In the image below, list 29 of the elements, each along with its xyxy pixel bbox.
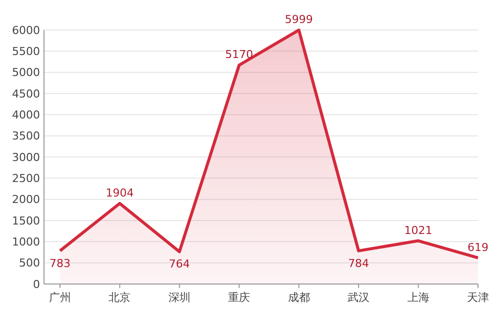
x-tick-label: 深圳 xyxy=(168,291,190,304)
data-label: 1904 xyxy=(106,186,134,200)
data-label: 619 xyxy=(468,240,488,254)
data-label: 764 xyxy=(168,258,190,271)
x-tick-label: 上海 xyxy=(407,291,430,304)
x-tick-label: 北京 xyxy=(108,291,131,304)
y-tick-label: 3000 xyxy=(12,150,40,164)
x-tick-label: 重庆 xyxy=(228,291,250,304)
y-tick-label: 1500 xyxy=(12,214,40,228)
x-tick-label: 成都 xyxy=(288,291,310,304)
data-label: 5999 xyxy=(284,13,313,26)
y-tick-label: 2500 xyxy=(12,172,40,186)
y-tick-label: 3500 xyxy=(12,130,40,143)
y-tick-label: 0 xyxy=(33,278,40,291)
y-tick-label: 4000 xyxy=(12,108,40,122)
y-tick-label: 5000 xyxy=(12,66,40,80)
x-tick-label: 武汉 xyxy=(348,291,370,304)
y-tick-label: 2000 xyxy=(12,193,40,206)
y-tick-label: 5500 xyxy=(12,45,40,58)
x-tick-label: 广州 xyxy=(49,291,71,304)
y-tick-label: 4500 xyxy=(12,87,40,100)
y-tick-label: 6000 xyxy=(12,24,40,37)
y-tick-label: 1000 xyxy=(12,236,40,249)
data-label: 1021 xyxy=(404,224,432,237)
y-tick-label: 500 xyxy=(19,256,40,270)
x-tick-label: 天津 xyxy=(467,291,489,304)
data-label: 784 xyxy=(348,256,370,270)
data-label: 783 xyxy=(50,256,70,270)
data-label: 5170 xyxy=(225,48,254,62)
